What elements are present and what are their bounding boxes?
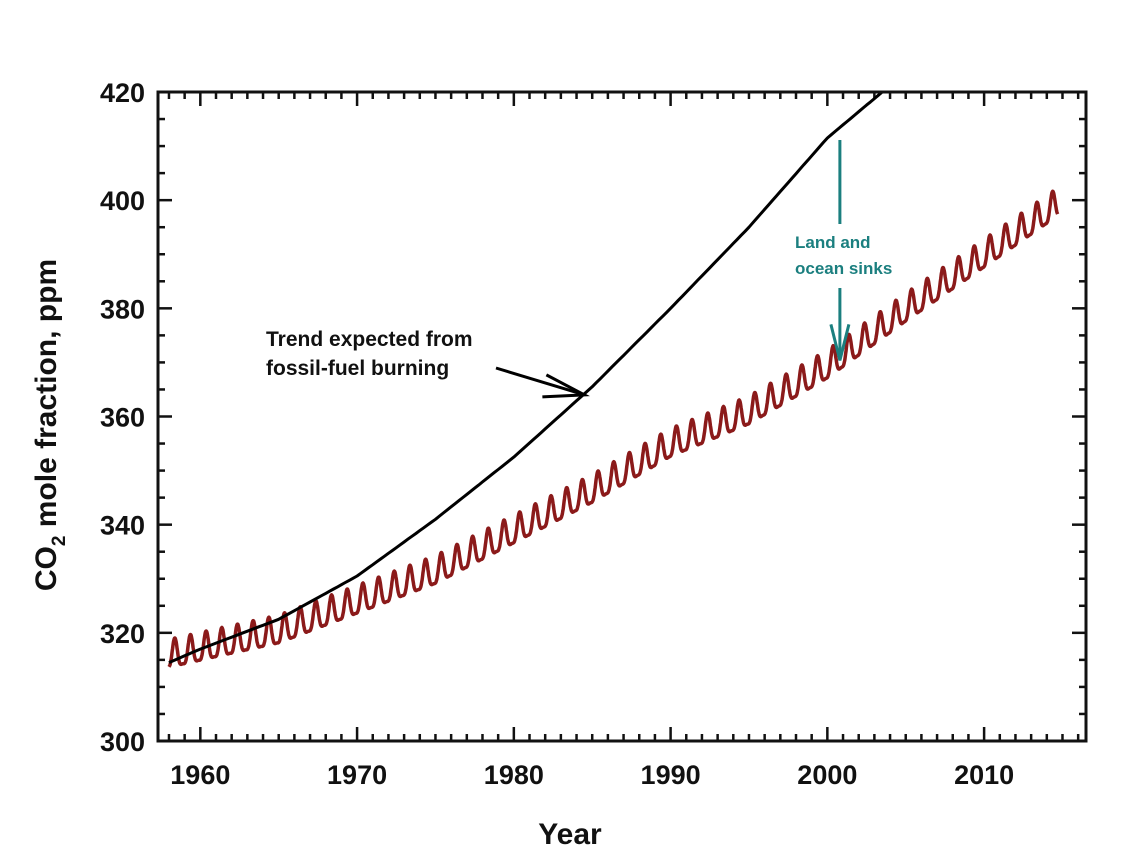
x-tick-label: 2000 <box>797 760 857 790</box>
x-tick-label: 1970 <box>327 760 387 790</box>
sinks-annotation-line: ocean sinks <box>795 259 892 278</box>
y-tick-label: 320 <box>100 619 145 649</box>
x-tick-label: 1990 <box>641 760 701 790</box>
y-axis-title-rest: mole fraction, ppm <box>30 259 63 536</box>
annotations: Trend expected from fossil-fuel burning La… <box>266 139 892 399</box>
y-tick-label: 400 <box>100 186 145 216</box>
sinks-arrowhead <box>829 324 851 361</box>
y-tick-label: 380 <box>100 294 145 324</box>
y-tick-label: 300 <box>100 727 145 757</box>
x-axis-title: Year <box>538 818 602 850</box>
axis-ticks <box>158 90 1086 743</box>
x-tick-label: 1980 <box>484 760 544 790</box>
y-tick-label: 360 <box>100 403 145 433</box>
y-tick-label: 340 <box>100 511 145 541</box>
series-layer <box>167 90 1060 669</box>
y-axis-title-main: CO <box>30 546 63 591</box>
fossil-fuel-trend-line <box>168 90 884 664</box>
y-axis-title: CO2 mole fraction, ppm <box>30 259 70 591</box>
tick-labels: 1960 1970 1980 1990 2000 2010 300 320 340 360 380 4… <box>100 78 1014 790</box>
trend-annotation-arrowhead <box>542 373 590 399</box>
y-axis-title-subscript: 2 <box>49 536 70 547</box>
trend-annotation-line: fossil-fuel burning <box>266 357 449 380</box>
x-tick-label: 2010 <box>954 760 1014 790</box>
y-tick-label: 420 <box>100 78 145 108</box>
trend-annotation-arrow <box>495 366 585 397</box>
sinks-annotation-line: Land and <box>795 233 871 252</box>
observed-co2-line <box>167 189 1060 669</box>
x-tick-label: 1960 <box>170 760 230 790</box>
plot-frame <box>156 90 1088 743</box>
trend-annotation-line: Trend expected from <box>266 328 473 351</box>
